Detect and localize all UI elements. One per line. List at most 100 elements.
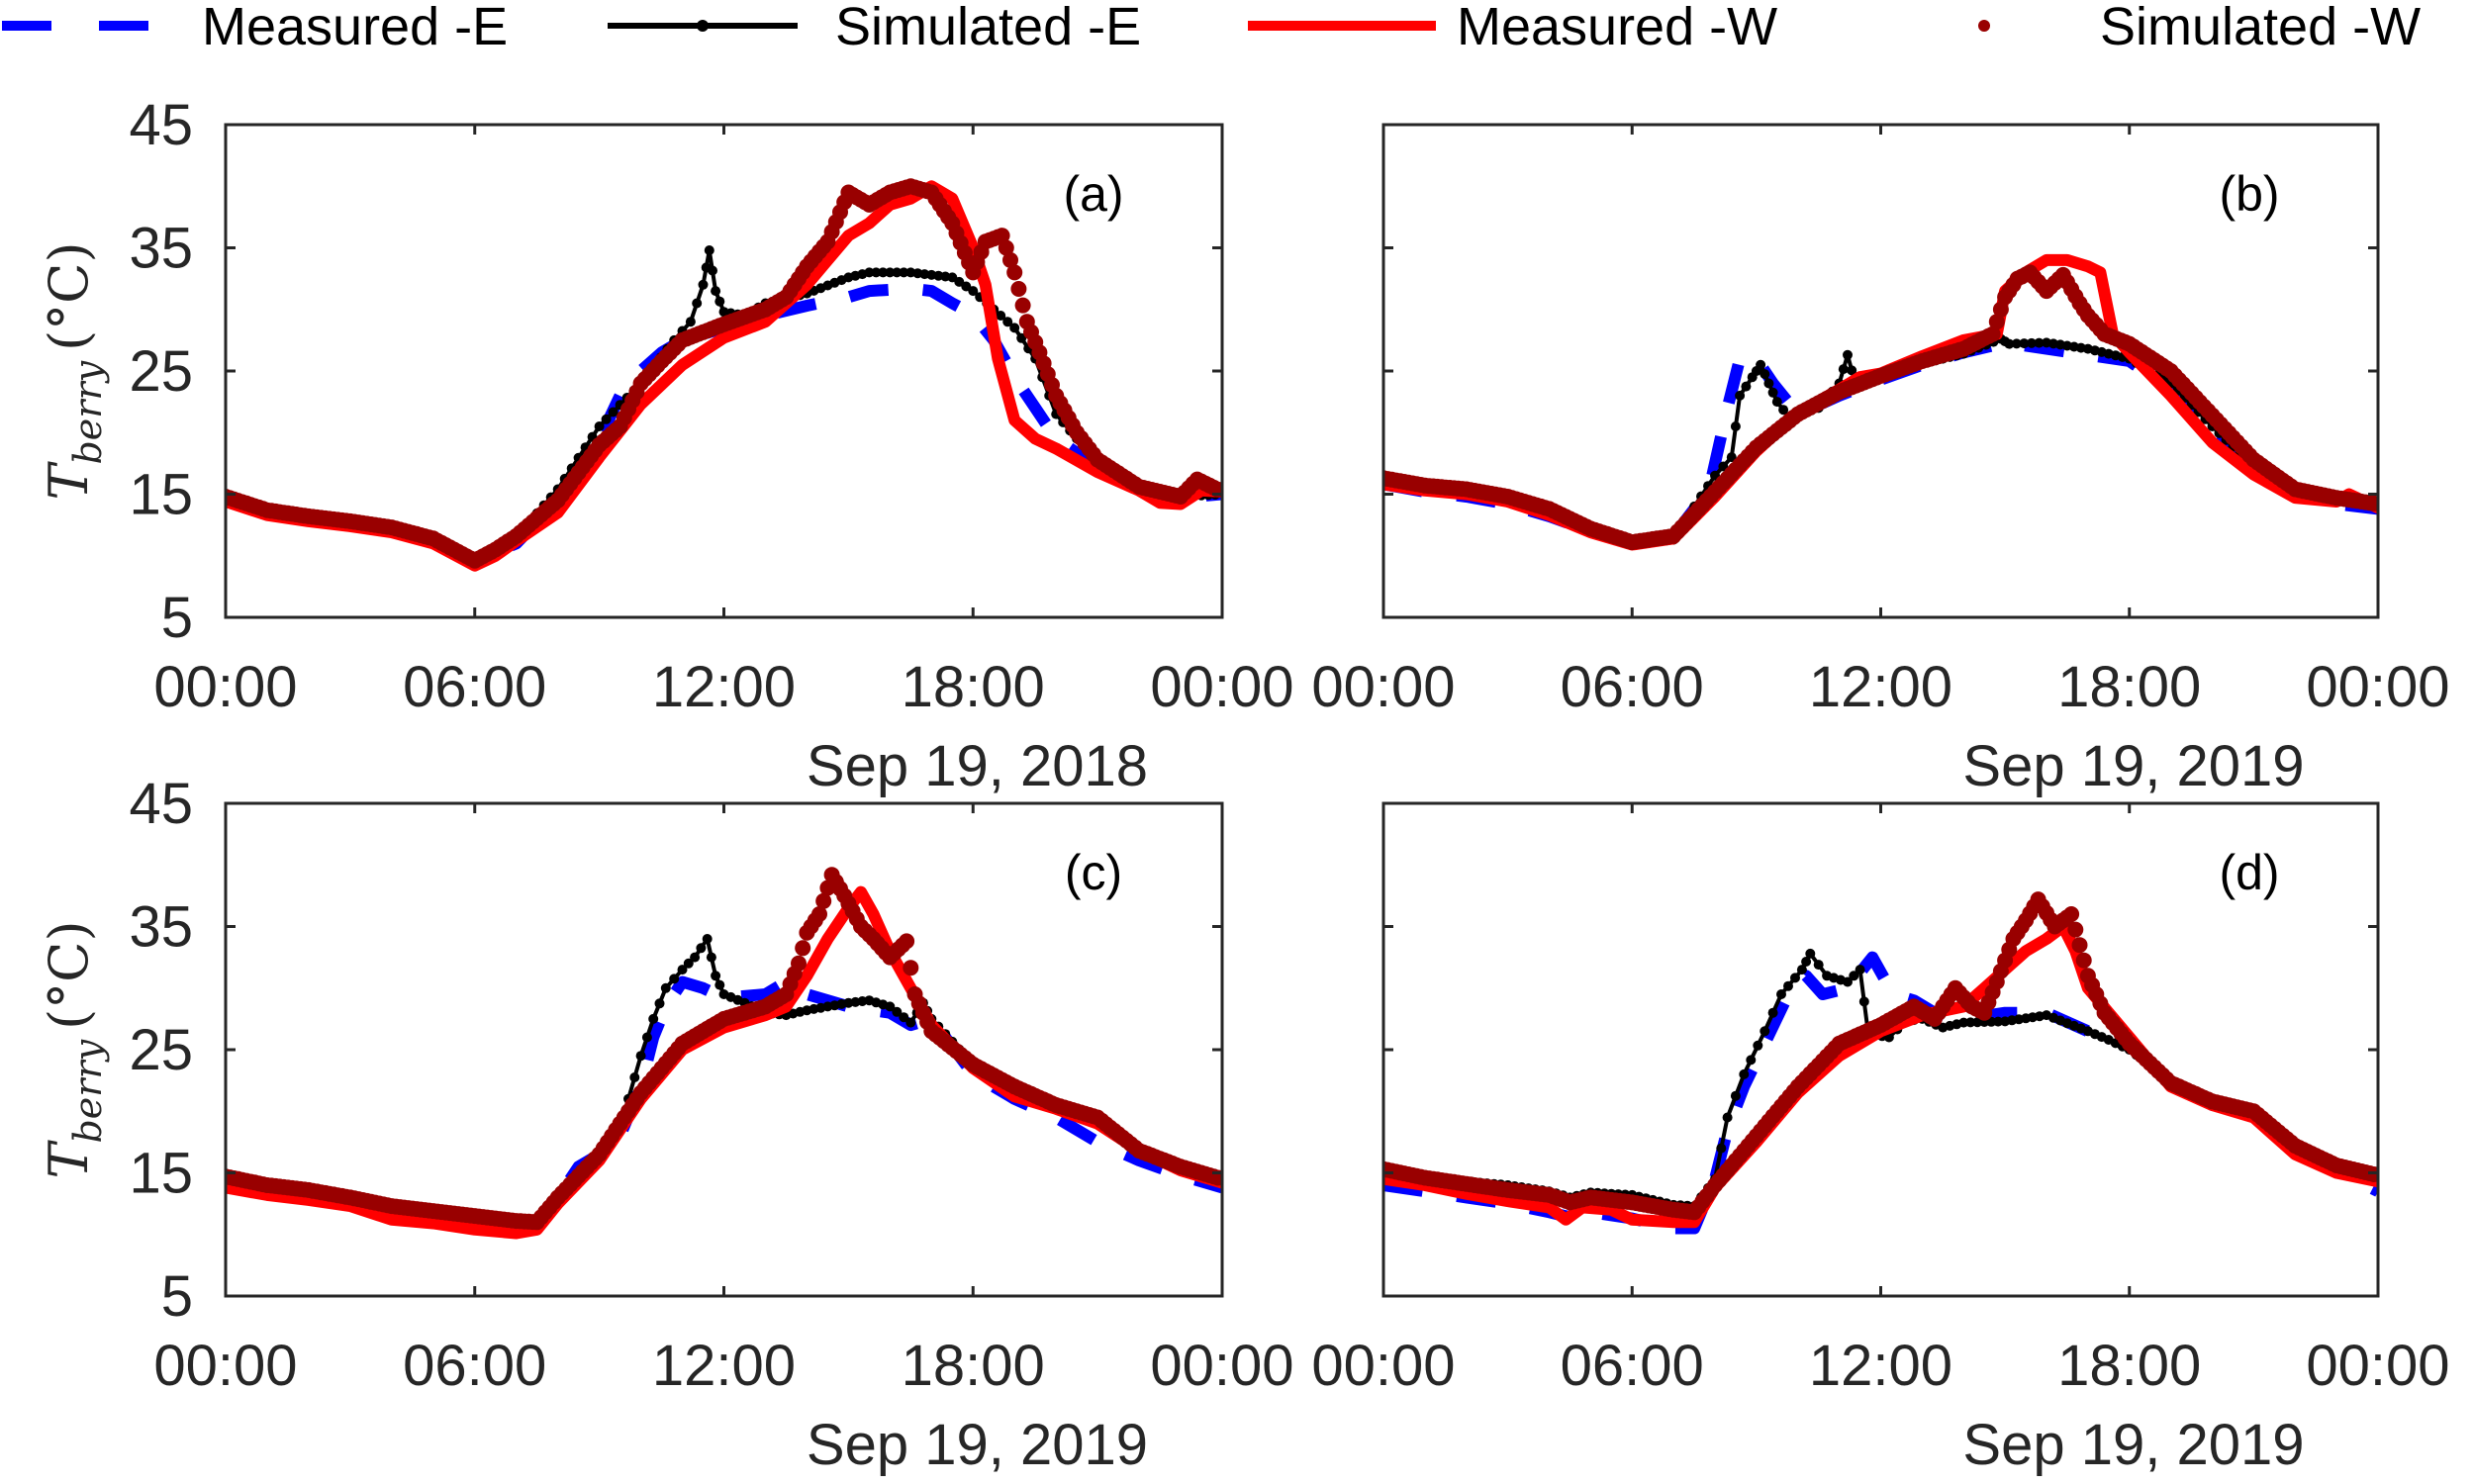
x-tick-label: 18:00	[902, 655, 1045, 719]
point-simulated-e	[2019, 338, 2030, 349]
point-simulated-e	[899, 267, 909, 278]
legend-label-simulated-w: Simulated -W	[2100, 0, 2421, 56]
y-tick-label: 25	[129, 1018, 193, 1082]
point-simulated-e	[1756, 359, 1766, 370]
point-simulated-w	[1014, 297, 1031, 314]
panel-label: (c)	[1065, 845, 1122, 900]
y-tick-label: 25	[129, 339, 193, 404]
x-tick-label: 12:00	[652, 1334, 796, 1398]
point-simulated-w	[2365, 495, 2378, 511]
point-simulated-e	[2004, 338, 2015, 349]
x-tick-label: 00:00	[2306, 1334, 2449, 1398]
x-tick-label: 18:00	[902, 1334, 1045, 1398]
point-simulated-e	[1849, 971, 1859, 981]
legend-marker-simulated-e	[697, 20, 709, 32]
point-simulated-e	[702, 934, 713, 944]
point-simulated-e	[711, 286, 721, 297]
legend-marker-simulated-w	[1978, 20, 1990, 32]
point-simulated-e	[1778, 405, 1789, 416]
y-tick-label: 5	[161, 1264, 193, 1329]
point-simulated-e	[905, 1017, 916, 1028]
y-tick-label: 15	[129, 463, 193, 527]
y-tick-label: 45	[129, 93, 193, 157]
point-simulated-e	[1016, 332, 1027, 343]
panel-label: (a)	[1063, 166, 1123, 222]
legend-entry-measured-w: Measured -W	[1248, 0, 1777, 56]
point-simulated-e	[696, 943, 707, 954]
y-tick-label: 35	[129, 217, 193, 281]
y-axis-label: Tberry(°C)	[38, 241, 110, 500]
point-simulated-e	[1767, 387, 1778, 398]
point-simulated-e	[601, 414, 612, 424]
point-simulated-e	[1993, 1016, 2004, 1027]
x-tick-label: 06:00	[1561, 655, 1704, 719]
point-simulated-e	[594, 421, 605, 431]
point-simulated-e	[1760, 1026, 1770, 1037]
point-simulated-e	[1763, 378, 1774, 389]
point-simulated-e	[641, 1032, 652, 1043]
point-simulated-e	[1790, 973, 1800, 983]
point-simulated-e	[654, 998, 665, 1009]
y-tick-label: 35	[129, 895, 193, 960]
point-simulated-w	[998, 239, 1014, 256]
date-label: Sep 19, 2019	[1962, 1413, 2304, 1477]
legend-entry-measured-e: Measured -E	[2, 0, 508, 56]
y-tick-label: 5	[161, 586, 193, 650]
panel-label: (b)	[2219, 166, 2279, 222]
point-simulated-e	[648, 1013, 659, 1024]
point-simulated-e	[968, 286, 979, 297]
x-tick-label: 18:00	[2057, 655, 2201, 719]
legend-entry-simulated-e: Simulated -E	[608, 0, 1141, 56]
point-simulated-e	[1730, 1090, 1741, 1101]
point-simulated-w	[903, 960, 919, 976]
point-simulated-e	[1796, 965, 1807, 975]
point-simulated-e	[669, 974, 680, 984]
point-simulated-e	[660, 982, 671, 993]
point-simulated-e	[899, 1012, 909, 1023]
point-simulated-e	[1843, 976, 1853, 987]
point-simulated-e	[685, 317, 696, 327]
point-simulated-e	[892, 1006, 903, 1017]
plot-area	[1383, 891, 2378, 1235]
plot-area	[226, 178, 1222, 572]
x-tick-label: 06:00	[403, 655, 546, 719]
x-tick-label: 00:00	[2306, 655, 2449, 719]
point-simulated-e	[1739, 1068, 1750, 1079]
point-simulated-e	[1965, 1017, 1976, 1028]
x-tick-label: 00:00	[1150, 1334, 1293, 1398]
point-simulated-w	[994, 228, 1010, 244]
point-simulated-e	[1847, 365, 1857, 376]
x-tick-label: 18:00	[2057, 1334, 2201, 1398]
point-simulated-e	[714, 979, 725, 990]
point-simulated-e	[690, 952, 701, 963]
point-simulated-w	[791, 955, 807, 972]
x-tick-label: 06:00	[403, 1334, 546, 1398]
point-simulated-e	[1009, 323, 1020, 333]
y-tick-label: 15	[129, 1142, 193, 1206]
legend: Measured -E Simulated -E Measured -W Sim…	[2, 0, 2421, 56]
point-simulated-e	[1855, 965, 1865, 975]
point-simulated-e	[1741, 381, 1752, 392]
point-simulated-e	[1753, 1040, 1763, 1051]
point-simulated-e	[2034, 337, 2045, 348]
point-simulated-w	[2063, 906, 2080, 922]
x-tick-label: 06:00	[1561, 1334, 1704, 1398]
series-simulated-e	[1383, 951, 2378, 1209]
legend-label-measured-e: Measured -E	[202, 0, 508, 56]
point-simulated-e	[711, 971, 721, 981]
point-simulated-e	[1771, 397, 1782, 408]
date-label: Sep 19, 2019	[1962, 734, 2304, 798]
y-tick-label: 45	[129, 772, 193, 836]
point-simulated-e	[608, 407, 618, 417]
point-simulated-w	[1988, 314, 2005, 330]
point-simulated-e	[892, 267, 903, 278]
point-simulated-e	[1730, 421, 1741, 431]
point-simulated-w	[2067, 921, 2084, 938]
point-simulated-w	[795, 940, 811, 957]
x-tick-label: 00:00	[153, 655, 297, 719]
